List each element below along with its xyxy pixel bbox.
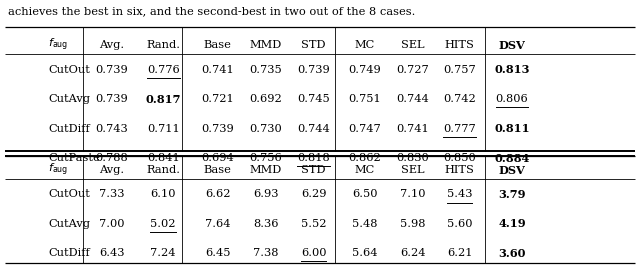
Text: MC: MC — [355, 165, 375, 175]
Text: 0.751: 0.751 — [348, 94, 381, 104]
Text: 5.60: 5.60 — [447, 219, 472, 229]
Text: 5.52: 5.52 — [301, 219, 326, 229]
Text: DSV: DSV — [499, 39, 525, 51]
Text: 6.21: 6.21 — [447, 248, 472, 258]
Text: 0.806: 0.806 — [495, 94, 529, 104]
Text: 5.02: 5.02 — [150, 219, 176, 229]
Text: 6.29: 6.29 — [301, 189, 326, 199]
Text: HITS: HITS — [445, 165, 474, 175]
Text: 5.43: 5.43 — [447, 189, 472, 199]
Text: 6.45: 6.45 — [205, 248, 230, 258]
Text: 0.742: 0.742 — [443, 94, 476, 104]
Text: 0.743: 0.743 — [95, 124, 129, 134]
Text: 0.776: 0.776 — [147, 65, 180, 75]
Text: STD: STD — [301, 165, 326, 175]
Text: CutAvg: CutAvg — [48, 94, 90, 104]
Text: 7.24: 7.24 — [150, 248, 176, 258]
Text: 0.735: 0.735 — [249, 65, 282, 75]
Text: 5.48: 5.48 — [352, 219, 378, 229]
Text: $f_{\mathrm{aug}}$: $f_{\mathrm{aug}}$ — [48, 37, 68, 53]
Text: 0.730: 0.730 — [249, 124, 282, 134]
Text: Avg.: Avg. — [99, 40, 125, 50]
Text: 0.744: 0.744 — [396, 94, 429, 104]
Text: 0.739: 0.739 — [95, 94, 129, 104]
Text: 0.757: 0.757 — [443, 65, 476, 75]
Text: 0.741: 0.741 — [396, 124, 429, 134]
Text: 0.739: 0.739 — [201, 124, 234, 134]
Text: 0.739: 0.739 — [95, 65, 129, 75]
Text: 0.884: 0.884 — [494, 152, 530, 164]
Text: Avg.: Avg. — [99, 165, 125, 175]
Text: 7.64: 7.64 — [205, 219, 230, 229]
Text: SEL: SEL — [401, 40, 424, 50]
Text: 8.36: 8.36 — [253, 219, 278, 229]
Text: 5.98: 5.98 — [400, 219, 426, 229]
Text: 6.00: 6.00 — [301, 248, 326, 258]
Text: 0.841: 0.841 — [147, 153, 180, 163]
Text: 0.692: 0.692 — [249, 94, 282, 104]
Text: Rand.: Rand. — [146, 165, 180, 175]
Text: MC: MC — [355, 40, 375, 50]
Text: CutAvg: CutAvg — [48, 219, 90, 229]
Text: CutOut: CutOut — [48, 65, 90, 75]
Text: 0.694: 0.694 — [201, 153, 234, 163]
Text: MMD: MMD — [250, 165, 282, 175]
Text: 6.93: 6.93 — [253, 189, 278, 199]
Text: 4.19: 4.19 — [498, 218, 526, 229]
Text: 6.62: 6.62 — [205, 189, 230, 199]
Text: 0.744: 0.744 — [297, 124, 330, 134]
Text: Rand.: Rand. — [146, 40, 180, 50]
Text: CutPaste: CutPaste — [48, 153, 100, 163]
Text: 0.862: 0.862 — [348, 153, 381, 163]
Text: 7.38: 7.38 — [253, 248, 278, 258]
Text: 0.711: 0.711 — [147, 124, 180, 134]
Text: HITS: HITS — [445, 40, 474, 50]
Text: 0.817: 0.817 — [145, 94, 181, 105]
Text: 0.813: 0.813 — [494, 64, 530, 75]
Text: 5.64: 5.64 — [352, 248, 378, 258]
Text: $f_{\mathrm{aug}}$: $f_{\mathrm{aug}}$ — [48, 162, 68, 178]
Text: 3.60: 3.60 — [499, 248, 525, 259]
Text: 6.50: 6.50 — [352, 189, 378, 199]
Text: MMD: MMD — [250, 40, 282, 50]
Text: 3.79: 3.79 — [499, 189, 525, 200]
Text: CutDiff: CutDiff — [48, 248, 90, 258]
Text: Base: Base — [204, 165, 232, 175]
Text: STD: STD — [301, 40, 326, 50]
Text: 7.00: 7.00 — [99, 219, 125, 229]
Text: 0.788: 0.788 — [95, 153, 129, 163]
Text: 0.818: 0.818 — [297, 153, 330, 163]
Text: 6.10: 6.10 — [150, 189, 176, 199]
Text: CutDiff: CutDiff — [48, 124, 90, 134]
Text: 6.24: 6.24 — [400, 248, 426, 258]
Text: 0.777: 0.777 — [443, 124, 476, 134]
Text: CutOut: CutOut — [48, 189, 90, 199]
Text: 0.850: 0.850 — [443, 153, 476, 163]
Text: achieves the best in six, and the second-best in two out of the 8 cases.: achieves the best in six, and the second… — [8, 7, 415, 17]
Text: 0.745: 0.745 — [297, 94, 330, 104]
Text: 0.727: 0.727 — [396, 65, 429, 75]
Text: 0.739: 0.739 — [297, 65, 330, 75]
Text: 0.741: 0.741 — [201, 65, 234, 75]
Text: 0.756: 0.756 — [249, 153, 282, 163]
Text: 0.811: 0.811 — [494, 123, 530, 134]
Text: 7.10: 7.10 — [400, 189, 426, 199]
Text: 0.830: 0.830 — [396, 153, 429, 163]
Text: 0.747: 0.747 — [348, 124, 381, 134]
Text: DSV: DSV — [499, 165, 525, 176]
Text: 6.43: 6.43 — [99, 248, 125, 258]
Text: SEL: SEL — [401, 165, 424, 175]
Text: 7.33: 7.33 — [99, 189, 125, 199]
Text: Base: Base — [204, 40, 232, 50]
Text: 0.749: 0.749 — [348, 65, 381, 75]
Text: 0.721: 0.721 — [201, 94, 234, 104]
